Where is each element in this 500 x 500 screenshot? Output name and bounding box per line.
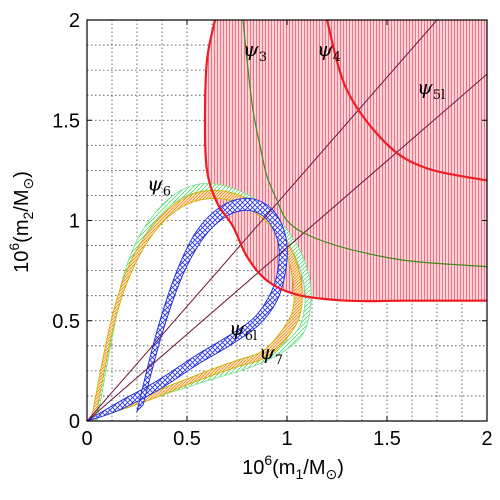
tick-labels: 0 0.5 1 1.5 2 0 0.5 1 1.5 2 bbox=[52, 10, 492, 450]
x-tick-label: 0 bbox=[81, 428, 92, 450]
psi5l-line-1 bbox=[87, 20, 438, 421]
curves bbox=[87, 20, 487, 421]
psi4-boundary-upper bbox=[325, 20, 487, 182]
x-tick-label: 1 bbox=[281, 428, 292, 450]
x-axis-label: 106(m1/M⊙) bbox=[242, 452, 344, 482]
psi6l-band bbox=[87, 197, 288, 421]
y-tick-label: 0 bbox=[69, 411, 80, 433]
regions bbox=[87, 20, 487, 421]
x-tick-label: 1.5 bbox=[373, 428, 401, 450]
y-axis-label: 106(m2/M⊙) bbox=[6, 171, 36, 273]
psi5l-line-2 bbox=[87, 73, 487, 421]
x-tick-label: 2 bbox=[481, 428, 492, 450]
region-label-psi7: ψ7 bbox=[259, 340, 283, 368]
region-label-psi6: ψ6 bbox=[147, 171, 171, 199]
y-tick-label: 2 bbox=[69, 10, 80, 32]
region-label-psi3: ψ3 bbox=[243, 37, 267, 65]
region-label-psi5l: ψ5l bbox=[417, 75, 445, 103]
region-label-psi6l: ψ6l bbox=[229, 316, 257, 344]
y-tick-label: 1.5 bbox=[52, 110, 80, 132]
psi3-line bbox=[242, 20, 487, 268]
ticks bbox=[86, 19, 488, 422]
y-tick-label: 1 bbox=[69, 211, 80, 233]
region-label-psi4: ψ4 bbox=[317, 37, 341, 65]
psi4-boundary-lower bbox=[203, 20, 487, 303]
x-tick-label: 0.5 bbox=[173, 428, 201, 450]
y-tick-label: 0.5 bbox=[52, 311, 80, 333]
